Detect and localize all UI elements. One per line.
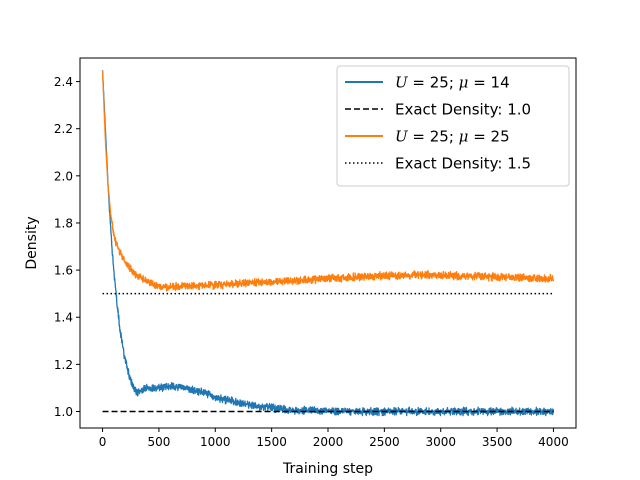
x-tick-label: 1000	[200, 435, 231, 449]
series-3-line	[101, 70, 555, 292]
y-tick-label: 1.6	[54, 264, 73, 278]
x-tick-label: 2500	[369, 435, 400, 449]
x-tick-label: 3000	[425, 435, 456, 449]
x-tick-label: 1500	[256, 435, 287, 449]
x-tick-label: 0	[99, 435, 107, 449]
y-tick-label: 2.4	[54, 75, 73, 89]
legend-label-2: Exact Density: 1.0	[395, 101, 531, 119]
reference-lines	[102, 292, 554, 413]
x-tick-label: 2000	[313, 435, 344, 449]
series-layer	[101, 70, 555, 417]
y-ticks: 1.0 1.2 1.4 1.6 1.8 2.0 2.2 2.4	[54, 75, 80, 419]
legend: U = 25; μ = 14 Exact Density: 1.0 U = 25; …	[336, 65, 570, 187]
y-tick-label: 1.0	[54, 405, 73, 419]
legend-label-1: U = 25; μ = 14	[395, 74, 510, 92]
x-axis-label: Training step	[282, 461, 373, 477]
legend-box	[336, 65, 570, 187]
y-tick-label: 2.0	[54, 169, 73, 183]
x-ticks: 0 500 1000 1500 2000 2500 3000 3500 4000	[99, 428, 569, 449]
legend-label-3: U = 25; μ = 25	[395, 128, 510, 146]
x-tick-label: 3500	[482, 435, 513, 449]
y-axis-label: Density	[24, 216, 40, 269]
y-tick-label: 1.2	[54, 358, 73, 372]
y-tick-label: 1.8	[54, 216, 73, 230]
x-tick-label: 4000	[538, 435, 569, 449]
series-1-line	[101, 70, 555, 417]
x-tick-label: 500	[147, 435, 170, 449]
y-tick-label: 2.2	[54, 122, 73, 136]
y-tick-label: 1.4	[54, 311, 73, 325]
legend-label-4: Exact Density: 1.5	[395, 155, 531, 173]
